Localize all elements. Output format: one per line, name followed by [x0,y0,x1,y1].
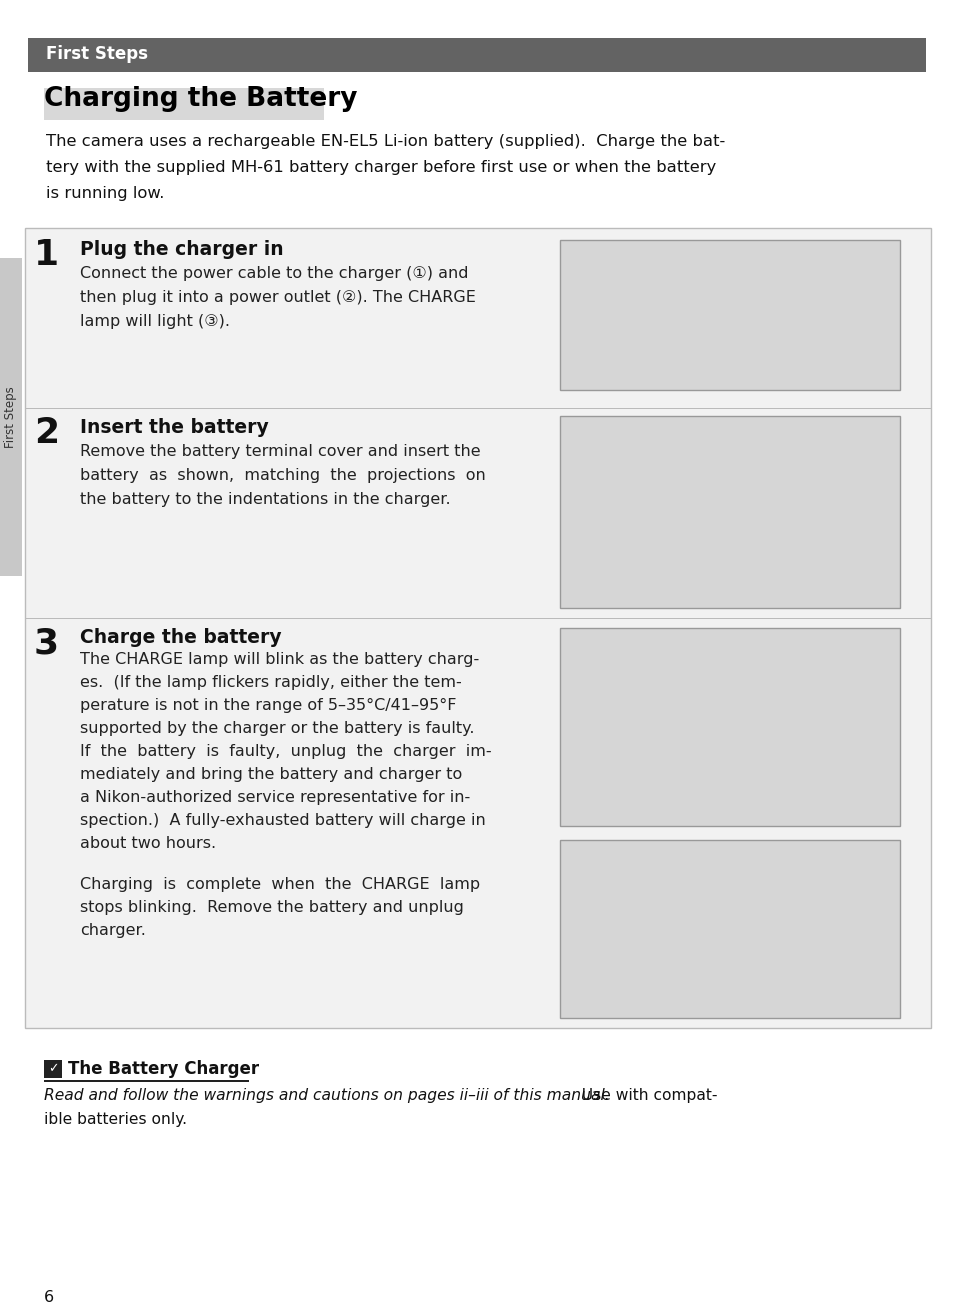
Bar [0,258,22,576]
Text: tery with the supplied MH-61 battery charger before first use or when the batter: tery with the supplied MH-61 battery cha… [46,160,716,175]
Text: 3: 3 [34,625,59,660]
Text: Charging  is  complete  when  the  CHARGE  lamp: Charging is complete when the CHARGE lam… [80,876,479,892]
Text: 1: 1 [34,238,59,272]
Bar [44,88,324,120]
Text: The Battery Charger: The Battery Charger [68,1060,259,1077]
Bar [559,417,899,608]
Bar [559,840,899,1018]
Text: ible batteries only.: ible batteries only. [44,1112,187,1127]
Text: lamp will light (③).: lamp will light (③). [80,314,230,328]
Text: spection.)  A fully-exhausted battery will charge in: spection.) A fully-exhausted battery wil… [80,813,485,828]
Text: Connect the power cable to the charger (①) and: Connect the power cable to the charger (… [80,265,468,281]
Text: stops blinking.  Remove the battery and unplug: stops blinking. Remove the battery and u… [80,900,463,915]
Bar [559,628,899,827]
Bar [44,1080,249,1081]
Bar [28,38,925,72]
Text: perature is not in the range of 5–35°C/41–95°F: perature is not in the range of 5–35°C/4… [80,698,456,714]
Text: about two hours.: about two hours. [80,836,216,851]
Text: the battery to the indentations in the charger.: the battery to the indentations in the c… [80,491,450,507]
Text: First Steps: First Steps [46,45,148,63]
Text: battery  as  shown,  matching  the  projections  on: battery as shown, matching the projectio… [80,468,485,484]
Text: supported by the charger or the battery is faulty.: supported by the charger or the battery … [80,721,474,736]
Bar [25,229,930,1028]
Text: Insert the battery: Insert the battery [80,418,269,438]
Text: Plug the charger in: Plug the charger in [80,240,283,259]
Text: es.  (If the lamp flickers rapidly, either the tem-: es. (If the lamp flickers rapidly, eithe… [80,675,461,690]
Text: 6: 6 [44,1290,54,1305]
Bar [559,240,899,390]
Text: The camera uses a rechargeable EN-EL5 Li-ion battery (supplied).  Charge the bat: The camera uses a rechargeable EN-EL5 Li… [46,134,724,148]
Text: is running low.: is running low. [46,187,164,201]
Text: If  the  battery  is  faulty,  unplug  the  charger  im-: If the battery is faulty, unplug the cha… [80,744,491,759]
Text: mediately and bring the battery and charger to: mediately and bring the battery and char… [80,767,462,782]
Text: ✓: ✓ [48,1063,58,1075]
Text: 2: 2 [34,417,59,449]
Text: First Steps: First Steps [5,386,17,448]
Text: Read and follow the warnings and cautions on pages ii–iii of this manual.: Read and follow the warnings and caution… [44,1088,609,1102]
Text: charger.: charger. [80,922,146,938]
Text: then plug it into a power outlet (②). The CHARGE: then plug it into a power outlet (②). Th… [80,290,476,305]
Text: Remove the battery terminal cover and insert the: Remove the battery terminal cover and in… [80,444,480,459]
Text: Charge the battery: Charge the battery [80,628,281,646]
Text: Use with compat-: Use with compat- [572,1088,717,1102]
Text: a Nikon-authorized service representative for in-: a Nikon-authorized service representativ… [80,790,470,805]
Text: Charging the Battery: Charging the Battery [44,85,357,112]
Text: The CHARGE lamp will blink as the battery charg-: The CHARGE lamp will blink as the batter… [80,652,478,668]
Bar [44,1060,62,1077]
